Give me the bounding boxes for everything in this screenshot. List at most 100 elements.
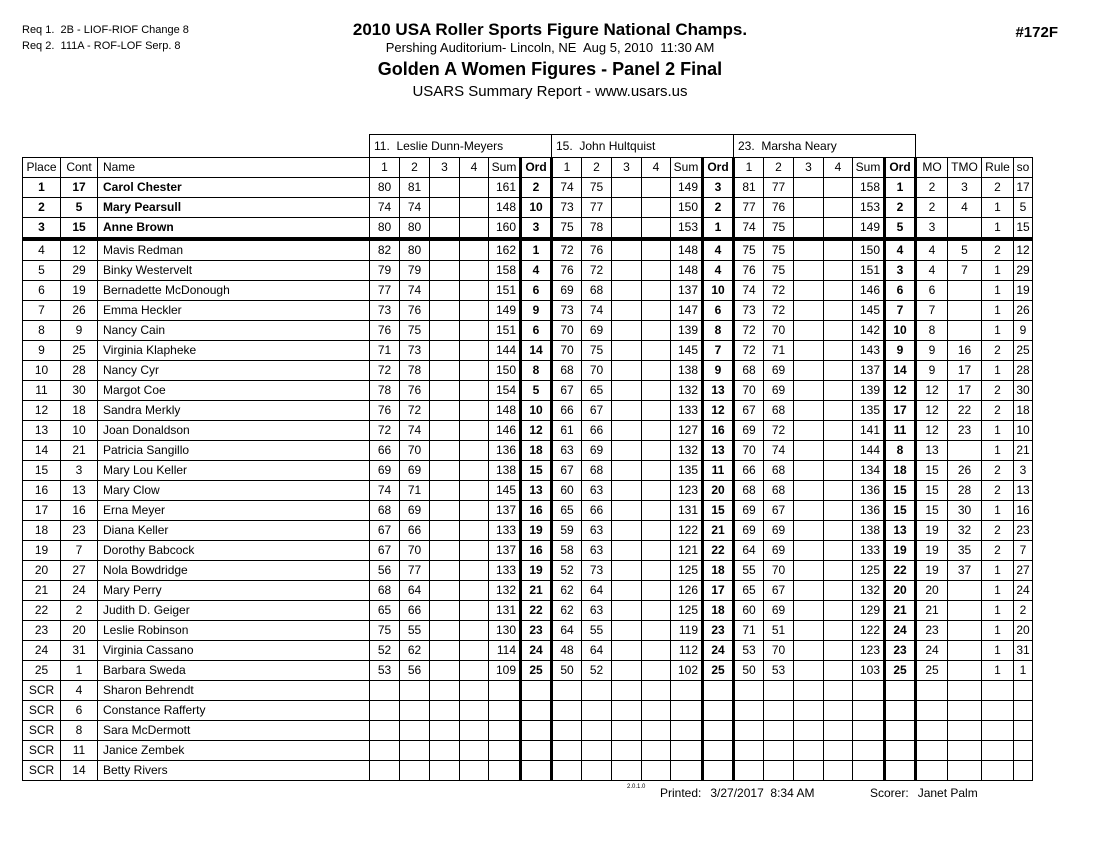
score-cell: 70 (399, 440, 430, 461)
tmo-cell (947, 640, 982, 661)
sum-cell: 161 (488, 177, 521, 198)
name-cell: Mary Perry (97, 580, 370, 601)
score-cell: 69 (399, 500, 430, 521)
score-cell (823, 580, 853, 601)
score-cell: 75 (763, 260, 794, 281)
score-cell: 50 (551, 660, 582, 681)
so-header: so (1013, 157, 1033, 178)
place-cell: 21 (22, 580, 61, 601)
sum-cell: 138 (488, 460, 521, 481)
score-cell: 78 (581, 217, 612, 241)
score-cell: 73 (399, 340, 430, 361)
score-cell: 52 (551, 560, 582, 581)
rule-cell: 1 (981, 620, 1014, 641)
sum-cell: 126 (670, 580, 703, 601)
ord-cell: 20 (883, 580, 917, 601)
name-cell: Joan Donaldson (97, 420, 370, 441)
score-cell (641, 197, 671, 218)
sum-cell (670, 760, 703, 781)
score-cell (611, 620, 642, 641)
rule-cell: 1 (981, 300, 1014, 321)
place-cell: 15 (22, 460, 61, 481)
sum-cell: 160 (488, 217, 521, 241)
sum-cell: 137 (852, 360, 885, 381)
judge-3-col-header-2: 2 (763, 157, 794, 178)
sum-cell: 137 (488, 540, 521, 561)
sum-cell (670, 700, 703, 721)
score-cell (641, 660, 671, 681)
score-cell: 82 (369, 238, 400, 261)
score-cell: 60 (733, 600, 764, 621)
score-cell (429, 740, 460, 761)
mo-cell: 19 (915, 540, 948, 561)
score-cell: 76 (399, 380, 430, 401)
score-cell: 67 (369, 540, 400, 561)
sum-cell (488, 760, 521, 781)
ord-cell (883, 760, 917, 781)
score-cell (823, 238, 853, 261)
ord-cell: 19 (519, 560, 553, 581)
judge-3-col-header-4: 4 (823, 157, 853, 178)
score-cell (823, 460, 853, 481)
score-cell (459, 760, 489, 781)
cont-header: Cont (60, 157, 98, 178)
score-cell: 68 (369, 500, 400, 521)
score-cell: 72 (763, 300, 794, 321)
sum-cell: 150 (670, 197, 703, 218)
place-cell: 4 (22, 238, 61, 261)
score-cell: 69 (369, 460, 400, 481)
score-cell: 62 (551, 580, 582, 601)
tmo-cell: 17 (947, 360, 982, 381)
score-cell: 66 (399, 600, 430, 621)
rule-cell: 2 (981, 177, 1014, 198)
name-cell: Judith D. Geiger (97, 600, 370, 621)
score-cell: 74 (399, 197, 430, 218)
score-cell (823, 300, 853, 321)
tmo-cell: 22 (947, 400, 982, 421)
result-row: 9 25 Virginia Klapheke 71 73 144 14 70 75 145 7 72 7… (22, 340, 1033, 361)
ord-cell: 22 (701, 540, 735, 561)
score-cell (611, 560, 642, 581)
score-cell (611, 340, 642, 361)
score-cell (823, 520, 853, 541)
rule-cell (981, 680, 1014, 701)
score-cell (611, 520, 642, 541)
cont-cell: 28 (60, 360, 98, 381)
so-cell: 1 (1013, 660, 1033, 681)
score-cell (429, 340, 460, 361)
so-cell: 17 (1013, 177, 1033, 198)
rule-cell: 1 (981, 420, 1014, 441)
tmo-cell (947, 760, 982, 781)
place-cell: 3 (22, 217, 61, 241)
score-cell: 66 (733, 460, 764, 481)
score-cell (459, 320, 489, 341)
sum-cell: 122 (670, 520, 703, 541)
judge-header-row: 11. Leslie Dunn-Meyers 15. John Hultquist… (23, 134, 1033, 158)
judge-3-col-header-ord: Ord (883, 157, 917, 178)
rule-cell: 1 (981, 320, 1014, 341)
score-cell (611, 580, 642, 601)
place-cell: SCR (22, 700, 61, 721)
score-cell (429, 238, 460, 261)
ord-cell: 23 (519, 620, 553, 641)
rule-cell: 2 (981, 238, 1014, 261)
sum-cell: 146 (488, 420, 521, 441)
score-cell (763, 680, 794, 701)
sum-cell: 123 (670, 480, 703, 501)
score-cell: 77 (733, 197, 764, 218)
sum-cell: 112 (670, 640, 703, 661)
score-cell: 73 (551, 197, 582, 218)
sum-cell: 127 (670, 420, 703, 441)
ord-cell: 17 (701, 580, 735, 601)
rule-cell (981, 760, 1014, 781)
ord-cell: 6 (519, 320, 553, 341)
score-cell (641, 720, 671, 741)
sum-cell: 162 (488, 238, 521, 261)
ord-cell: 13 (701, 380, 735, 401)
ord-cell: 19 (519, 520, 553, 541)
score-cell (429, 197, 460, 218)
judge-2-col-header-ord: Ord (701, 157, 735, 178)
sum-cell: 137 (670, 280, 703, 301)
score-cell (823, 177, 853, 198)
score-cell (793, 540, 824, 561)
